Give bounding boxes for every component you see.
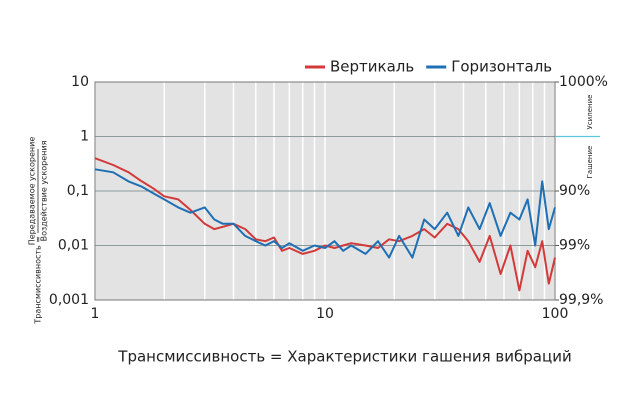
legend-label: Вертикаль — [330, 58, 414, 76]
y2-label: Усиление — [586, 95, 594, 130]
y-label: Трансмиссивность = — [34, 236, 43, 325]
y-tick-label: 0,1 — [67, 183, 89, 199]
y2-label: Гашение — [586, 146, 594, 179]
y2-tick-label: 99% — [559, 238, 590, 254]
y-label-denominator: Воздействие ускорения — [40, 140, 49, 241]
series-line — [94, 168, 556, 259]
y-label-numerator: Передаваемое ускорение — [28, 137, 37, 246]
y2-tick-label: 90% — [559, 183, 590, 199]
y-tick-label: 1 — [80, 129, 89, 145]
x-tick-label: 10 — [316, 306, 334, 322]
x-tick-label: 100 — [542, 306, 569, 322]
legend-label: Горизонталь — [451, 58, 552, 76]
y-axis-label: Трансмиссивность = Передаваемое ускорени… — [28, 137, 49, 325]
y2-tick-label: 99,9% — [559, 292, 603, 308]
y-tick-label: 0,01 — [58, 238, 89, 254]
plot-frame — [94, 81, 556, 301]
x-tick-label: 1 — [91, 306, 100, 322]
y2-tick-label: 1000% — [559, 74, 608, 90]
y-tick-label: 0,001 — [49, 292, 89, 308]
x-axis-label: Трансмиссивность = Характеристики гашени… — [117, 348, 571, 366]
y-tick-label: 10 — [71, 74, 89, 90]
